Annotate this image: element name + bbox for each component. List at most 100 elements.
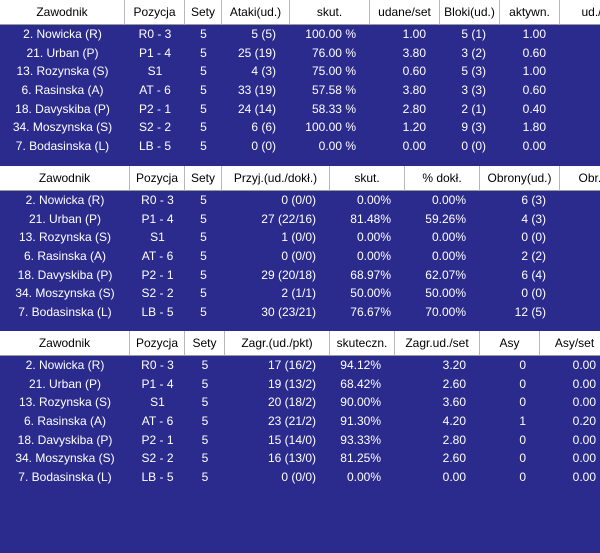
stat-cell: 6 (6) xyxy=(251,120,276,135)
stat-cell: 15 (14/0) xyxy=(267,432,316,447)
stat-cell: 1.00 xyxy=(522,64,546,79)
stat-cell: 0.00 xyxy=(560,284,600,303)
stat-cell: 5 xyxy=(201,376,209,391)
column-header: Zawodnik xyxy=(0,331,130,356)
stat-cell: 3.80 xyxy=(402,45,426,60)
player-name: 6. Rasinska (A) xyxy=(23,249,107,264)
stat-cell: 0.00 xyxy=(572,432,596,447)
stat-cell: 0.00 xyxy=(572,395,596,410)
stat-cell: 5 xyxy=(201,414,209,429)
column-header: Obr./set xyxy=(560,166,600,191)
stat-cell: 3.80 xyxy=(402,83,426,98)
stat-cell: 0.80 xyxy=(560,265,600,284)
stat-cell: S1 xyxy=(147,64,163,79)
stat-cell: 0.40 xyxy=(560,247,600,266)
column-header: Pozycja xyxy=(125,0,185,25)
stat-cell: 19 (13/2) xyxy=(267,376,316,391)
player-name: 18. Davyskiba (P) xyxy=(15,101,110,116)
stat-cell: 0.00 xyxy=(402,138,426,153)
player-name: 7. Bodasinska (L) xyxy=(15,138,110,153)
player-name: 21. Urban (P) xyxy=(28,211,102,226)
stat-cell: 0.00 xyxy=(560,137,600,156)
player-name: 2. Nowicka (R) xyxy=(23,27,102,42)
stat-cell: 0 (0) xyxy=(461,138,486,153)
player-name: 2. Nowicka (R) xyxy=(25,358,105,373)
stat-cell: 0.60 xyxy=(522,83,546,98)
stat-cell: 0.00 xyxy=(572,469,596,484)
stat-cell: 100.00 % xyxy=(305,27,356,42)
stat-cell: 93.33% xyxy=(340,432,381,447)
stat-cell: 0 xyxy=(519,395,526,410)
column-header: Sety xyxy=(185,331,225,356)
stat-cell: 5 xyxy=(201,451,209,466)
column-header: skuteczn. xyxy=(330,331,395,356)
stat-cell: 70.00% xyxy=(425,304,466,319)
stat-cell: 0 (0/0) xyxy=(281,193,316,208)
stat-cell: 4 (3) xyxy=(521,211,546,226)
stat-cell: S1 xyxy=(150,395,165,410)
stat-cell: 1.00 xyxy=(522,27,546,42)
stat-cell: 2 (1/1) xyxy=(281,286,316,301)
stat-cell: 33 (19) xyxy=(237,83,276,98)
stat-cell: P2 - 1 xyxy=(141,267,174,282)
stat-cell: S2 - 2 xyxy=(141,286,174,301)
stat-cell: 0.60 xyxy=(560,191,600,210)
stat-cell: 0.00 xyxy=(572,358,596,373)
stat-cell: 0.00% xyxy=(431,193,466,208)
stat-cell: 0.00% xyxy=(356,230,391,245)
stat-cell: R0 - 3 xyxy=(138,27,172,42)
player-name: 7. Bodasinska (L) xyxy=(18,304,112,319)
column-header: Sety xyxy=(185,166,222,191)
column-header: Ataki(ud.) xyxy=(222,0,290,25)
stat-cell: 0.20 xyxy=(560,99,600,118)
stat-cell: LB - 5 xyxy=(141,469,174,484)
stat-cell: AT - 6 xyxy=(141,414,174,429)
player-name: 6. Rasinska (A) xyxy=(21,83,104,98)
stat-cell: R0 - 3 xyxy=(141,358,174,373)
stat-cell: 5 xyxy=(200,267,207,282)
stat-cell: 5 xyxy=(200,101,207,116)
stat-cell: 3.60 xyxy=(442,395,466,410)
column-header: Obrony(ud.) xyxy=(480,166,560,191)
stat-cell: S1 xyxy=(150,230,165,245)
stat-cell: 30 (23/21) xyxy=(261,304,316,319)
stat-cell: 5 xyxy=(201,469,209,484)
stat-cell: 0 (0/0) xyxy=(281,249,316,264)
stat-cell: 0 xyxy=(519,432,526,447)
stat-cell: 20 (18/2) xyxy=(267,395,316,410)
stat-cell: 5 xyxy=(200,286,207,301)
stat-cell: 0 xyxy=(519,469,526,484)
stat-cell: 0.00% xyxy=(346,469,381,484)
stat-cell: 0 xyxy=(519,376,526,391)
stat-cell: LB - 5 xyxy=(141,304,174,319)
stat-cell: 0.00% xyxy=(431,230,466,245)
stat-cell: P2 - 1 xyxy=(141,432,174,447)
stat-cell: 5 xyxy=(201,432,209,447)
stat-cell: 81.25% xyxy=(340,451,381,466)
stat-cell: S2 - 2 xyxy=(138,120,171,135)
stat-cell: 5 xyxy=(200,230,207,245)
stat-cell: 0.60 xyxy=(560,210,600,229)
column-header: udane/set xyxy=(370,0,440,25)
stat-cell: R0 - 3 xyxy=(141,193,174,208)
column-header: Przyj.(ud./dokł.) xyxy=(222,166,330,191)
stat-cell: 0.00 % xyxy=(318,138,356,153)
stat-cell: 5 xyxy=(200,304,207,319)
stat-cell: 0.60 xyxy=(560,118,600,137)
stat-cell: P1 - 4 xyxy=(141,376,174,391)
stat-cell: 1.20 xyxy=(402,120,426,135)
player-name: 13. Rozynska (S) xyxy=(18,230,112,245)
stat-cell: 0 xyxy=(519,451,526,466)
stat-cell: 23 (21/2) xyxy=(267,414,316,429)
stat-cell: 27 (22/16) xyxy=(261,211,316,226)
stat-cell: P2 - 1 xyxy=(138,101,171,116)
stat-cell: 76.00 % xyxy=(311,45,356,60)
stat-cell: 5 (1) xyxy=(461,27,486,42)
stat-cell: 0.00% xyxy=(356,193,391,208)
stat-cell: 5 xyxy=(200,120,207,135)
stat-cell: 94.12% xyxy=(340,358,381,373)
column-header: Pozycja xyxy=(130,166,185,191)
stat-cell: 68.97% xyxy=(350,267,391,282)
stat-cell: 59.26% xyxy=(425,211,466,226)
stat-cell: P1 - 4 xyxy=(141,211,174,226)
